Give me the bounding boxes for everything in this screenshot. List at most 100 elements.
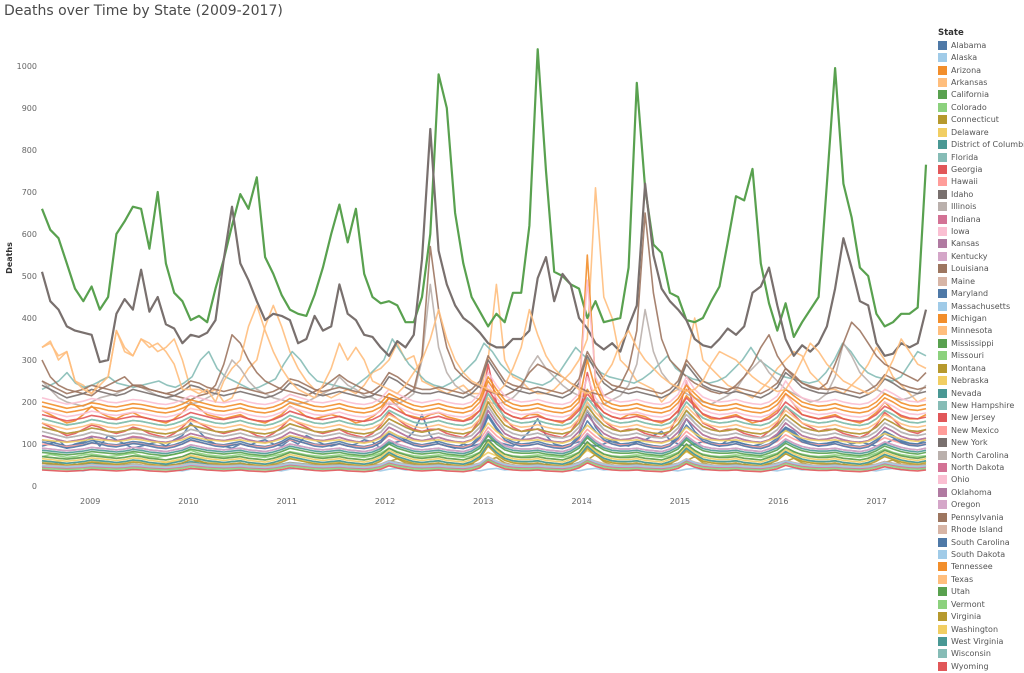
legend-item-new-jersey[interactable]: New Jersey [938,412,1024,424]
legend-item-rhode-island[interactable]: Rhode Island [938,523,1024,535]
legend-label: Oklahoma [951,487,992,497]
x-tick-label: 2016 [768,497,788,506]
legend-label: Arkansas [951,77,988,87]
legend-item-nebraska[interactable]: Nebraska [938,374,1024,386]
legend-item-missouri[interactable]: Missouri [938,350,1024,362]
series-line-nevada[interactable] [41,432,927,455]
legend: State Alabama Alaska Arizona Arkansas Califo… [938,27,1024,673]
legend-label: Florida [951,152,979,162]
series-line-new-york[interactable] [41,354,927,399]
legend-item-ohio[interactable]: Ohio [938,474,1024,486]
legend-item-hawaii[interactable]: Hawaii [938,176,1024,188]
legend-swatch [938,239,947,249]
series-line-virginia[interactable] [41,401,927,435]
series-line-texas[interactable] [41,304,927,403]
legend-item-illinois[interactable]: Illinois [938,200,1024,212]
legend-item-idaho[interactable]: Idaho [938,188,1024,200]
legend-item-maryland[interactable]: Maryland [938,287,1024,299]
series-line-arkansas[interactable] [41,187,927,403]
legend-item-connecticut[interactable]: Connecticut [938,114,1024,126]
series-line-oklahoma[interactable] [41,409,927,444]
legend-item-georgia[interactable]: Georgia [938,163,1024,175]
legend-item-oregon[interactable]: Oregon [938,499,1024,511]
series-line-west-virginia[interactable] [41,443,927,466]
series-line-south-dakota[interactable] [41,456,927,469]
series-line-washington[interactable] [41,422,927,445]
legend-swatch [938,227,947,237]
series-line-iowa[interactable] [41,375,927,418]
legend-item-new-hampshire[interactable]: New Hampshire [938,399,1024,411]
series-line-california[interactable] [40,48,928,338]
legend-item-michigan[interactable]: Michigan [938,312,1024,324]
legend-item-virginia[interactable]: Virginia [938,610,1024,622]
legend-item-louisiana[interactable]: Louisiana [938,263,1024,275]
legend-swatch [938,612,947,622]
legend-item-south-dakota[interactable]: South Dakota [938,548,1024,560]
series-line-florida[interactable] [41,338,927,391]
x-tick-label: 2015 [670,497,690,506]
legend-item-alaska[interactable]: Alaska [938,51,1024,63]
legend-item-florida[interactable]: Florida [938,151,1024,163]
legend-item-north-dakota[interactable]: North Dakota [938,461,1024,473]
legend-label: Minnesota [951,326,993,336]
legend-item-arizona[interactable]: Arizona [938,64,1024,76]
legend-item-texas[interactable]: Texas [938,573,1024,585]
legend-swatch [938,152,947,162]
legend-item-kentucky[interactable]: Kentucky [938,250,1024,262]
series-line-utah[interactable] [41,438,927,461]
legend-item-california[interactable]: California [938,89,1024,101]
legend-item-oklahoma[interactable]: Oklahoma [938,486,1024,498]
legend-item-montana[interactable]: Montana [938,362,1024,374]
series-line-pennsylvania[interactable] [41,350,927,395]
legend-item-new-mexico[interactable]: New Mexico [938,424,1024,436]
series-line-oregon[interactable] [41,430,927,453]
legend-swatch [938,115,947,125]
legend-item-vermont[interactable]: Vermont [938,598,1024,610]
legend-item-colorado[interactable]: Colorado [938,101,1024,113]
series-line-wyoming[interactable] [41,460,927,473]
legend-item-wisconsin[interactable]: Wisconsin [938,648,1024,660]
series-line-ohio[interactable] [41,279,927,406]
series-line-new-jersey[interactable] [41,388,927,423]
legend-item-tennessee[interactable]: Tennessee [938,561,1024,573]
legend-item-arkansas[interactable]: Arkansas [938,76,1024,88]
legend-item-new-york[interactable]: New York [938,437,1024,449]
series-line-tennessee[interactable] [41,359,927,414]
legend-item-pennsylvania[interactable]: Pennsylvania [938,511,1024,523]
legend-item-maine[interactable]: Maine [938,275,1024,287]
legend-item-utah[interactable]: Utah [938,586,1024,598]
legend-label: Wyoming [951,661,989,671]
series-line-idaho[interactable] [40,127,928,364]
x-tick-label: 2010 [178,497,198,506]
series-line-minnesota[interactable] [41,396,927,431]
series-line-montana[interactable] [41,445,927,468]
legend-item-massachusetts[interactable]: Massachusetts [938,300,1024,312]
series-line-north-carolina[interactable] [41,405,927,439]
legend-item-north-carolina[interactable]: North Carolina [938,449,1024,461]
legend-item-district-of-columbia[interactable]: District of Columbia [938,138,1024,150]
legend-item-minnesota[interactable]: Minnesota [938,325,1024,337]
legend-item-kansas[interactable]: Kansas [938,238,1024,250]
series-line-wisconsin[interactable] [41,392,927,427]
legend-item-wyoming[interactable]: Wyoming [938,660,1024,672]
legend-item-nevada[interactable]: Nevada [938,387,1024,399]
legend-label: California [951,90,989,100]
legend-swatch [938,77,947,87]
series-line-north-dakota[interactable] [41,457,927,470]
legend-item-delaware[interactable]: Delaware [938,126,1024,138]
legend-item-alabama[interactable]: Alabama [938,39,1024,51]
series-line-alaska[interactable] [41,467,927,472]
series-line-mississippi[interactable] [41,434,927,457]
series-line-south-carolina[interactable] [41,415,927,450]
legend-item-indiana[interactable]: Indiana [938,213,1024,225]
legend-swatch [938,338,947,348]
legend-item-iowa[interactable]: Iowa [938,225,1024,237]
y-axis-ticks: 0 100 200 300 400 500 600 700 800 900 1000 [17,62,37,491]
legend-item-mississippi[interactable]: Mississippi [938,337,1024,349]
legend-item-south-carolina[interactable]: South Carolina [938,536,1024,548]
legend-item-west-virginia[interactable]: West Virginia [938,635,1024,647]
legend-swatch [938,40,947,50]
legend-item-washington[interactable]: Washington [938,623,1024,635]
series-line-vermont[interactable] [41,459,927,471]
series-line-nebraska[interactable] [41,441,927,463]
